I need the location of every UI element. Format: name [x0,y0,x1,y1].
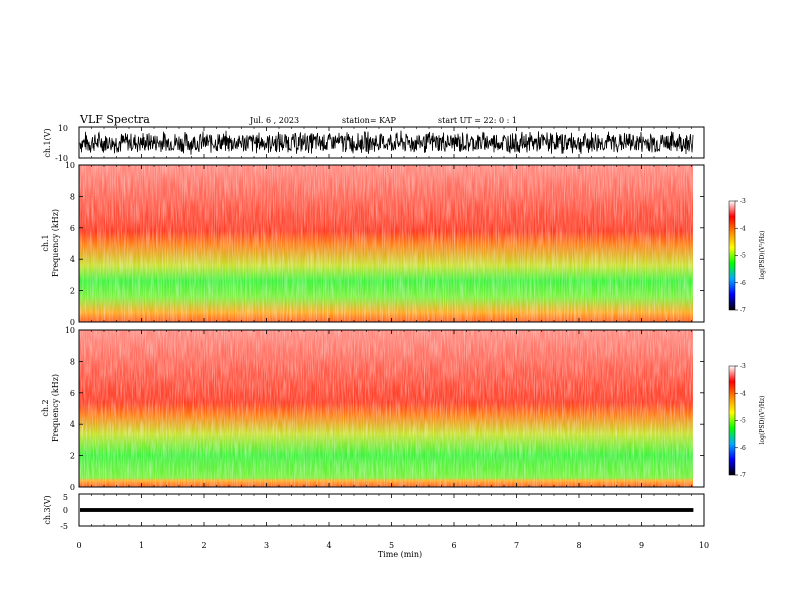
ytick-label: 10 [65,161,75,170]
xtick-label: 0 [76,541,81,550]
xtick-label: 3 [264,541,269,550]
xtick-label: 7 [514,541,519,550]
colorbar-tick-label: -6 [740,280,746,287]
ch2-colorbar-ticks: -3 -4 -5 -6 -7 [735,363,746,479]
ytick-label: 4 [70,255,75,264]
xtick-label: 4 [326,541,331,550]
xtick-label: 6 [451,541,456,550]
ch1-spectrogram-noise [79,165,693,322]
ch3-waveform-trace [80,508,694,512]
ch1-ytick-top: 10 [58,124,68,133]
colorbar-tick-label: -5 [740,418,746,425]
ch2-spectrogram-yticks: 0 2 4 6 8 10 [65,326,704,492]
ch3-waveform-ylabel: ch.3(V) [43,495,52,524]
ytick-label: 0 [70,483,75,492]
ch1-ytick-bottom: -10 [55,154,68,163]
ytick-label: 8 [70,357,75,366]
ch2-spectrogram-channel: ch.2 [41,399,50,416]
ch3-ytick-mid: 0 [63,506,68,515]
colorbar-tick-label: -5 [740,253,746,260]
x-ticks [78,127,705,526]
ch3-waveform-panel: 5 0 -5 ch.3(V) [43,493,705,531]
ch1-colorbar-ticks: -3 -4 -5 -6 -7 [735,198,746,314]
header-start-ut: start UT = 22: 0 : 1 [438,116,517,125]
ytick-label: 2 [70,287,75,296]
header-date: Jul. 6 , 2023 [249,116,299,125]
xtick-label: 1 [139,541,144,550]
ytick-label: 10 [65,326,75,335]
ytick-label: 8 [70,192,75,201]
ch3-ytick-top: 5 [63,493,68,502]
figure-title: VLF Spectra [79,113,150,126]
xtick-label: 10 [699,541,709,550]
colorbar-tick-label: -3 [740,363,746,370]
ch1-colorbar-label: log(PSD)(V²/Hz) [759,231,766,280]
ytick-label: 6 [70,224,75,233]
ch1-waveform-ylabel: ch.1(V) [43,128,52,157]
ytick-label: 2 [70,452,75,461]
ch1-spectrogram-yticks: 0 2 4 6 8 10 [65,161,704,327]
ch2-spectrogram-noise [79,330,693,487]
ch1-waveform-panel: 10 -10 ch.1(V) [43,124,705,163]
ytick-label: 4 [70,420,75,429]
ch1-spectrogram-channel: ch.1 [41,234,50,251]
ytick-label: 0 [70,318,75,327]
ch2-spectrogram-ylabel: Frequency (kHz) [51,374,60,442]
ch1-spectrogram-ylabel: Frequency (kHz) [51,209,60,277]
header-station: station= KAP [342,116,397,125]
x-axis-label: Time (min) [378,550,422,559]
colorbar-tick-label: -4 [740,390,746,397]
xtick-label: 8 [576,541,581,550]
ch3-ytick-bottom: -5 [60,522,68,531]
ch2-colorbar-label: log(PSD)(V²/Hz) [759,396,766,445]
ch1-colorbar [728,200,736,311]
x-tick-labels: 0 1 2 3 4 5 6 7 8 9 10 [76,541,709,550]
xtick-label: 5 [389,541,394,550]
ch1-waveform-trace [79,130,694,155]
ch2-colorbar [728,365,736,476]
colorbar-tick-label: -7 [740,472,746,479]
colorbar-tick-label: -7 [740,307,746,314]
colorbar-tick-label: -6 [740,445,746,452]
ytick-label: 6 [70,389,75,398]
xtick-label: 2 [201,541,206,550]
colorbar-tick-label: -3 [740,198,746,205]
colorbar-tick-label: -4 [740,225,746,232]
xtick-label: 9 [639,541,644,550]
